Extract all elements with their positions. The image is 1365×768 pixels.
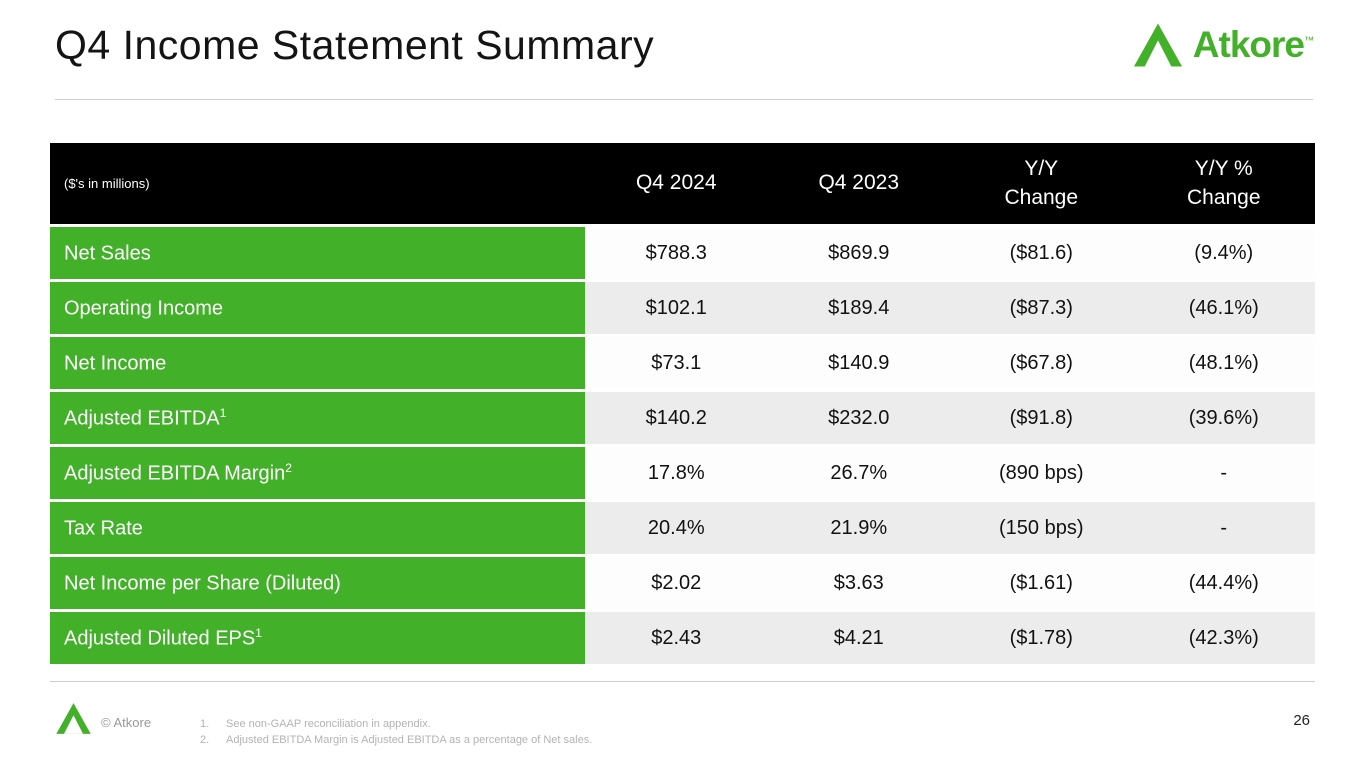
cell-q4-2023: $869.9 <box>767 227 950 279</box>
column-header-yy-pct-change: Y/Y % Change <box>1186 157 1261 209</box>
column-header-q4-2023: Q4 2023 <box>818 171 900 195</box>
page-number: 26 <box>1293 712 1310 729</box>
atkore-wordmark: Atkore™ <box>1192 24 1314 65</box>
cell-yy-pct-change: (48.1%) <box>1132 337 1315 389</box>
table-row-adjusted-diluted-eps: Adjusted Diluted EPS1 $2.43 $4.21 ($1.78… <box>50 612 1315 664</box>
row-label: Net Income per Share (Diluted) <box>50 557 585 609</box>
cell-yy-pct-change: (46.1%) <box>1132 282 1315 334</box>
table-row-net-sales: Net Sales $788.3 $869.9 ($81.6) (9.4%) <box>50 227 1315 279</box>
cell-yy-pct-change: (39.6%) <box>1132 392 1315 444</box>
table-row-adjusted-ebitda-margin: Adjusted EBITDA Margin2 17.8% 26.7% (890… <box>50 447 1315 499</box>
cell-q4-2023: $189.4 <box>767 282 950 334</box>
trademark-symbol: ™ <box>1304 35 1314 47</box>
row-label: Net Sales <box>50 227 585 279</box>
cell-yy-change: ($1.78) <box>950 612 1133 664</box>
row-label: Net Income <box>50 337 585 389</box>
cell-yy-change: ($67.8) <box>950 337 1133 389</box>
cell-yy-change: (150 bps) <box>950 502 1133 554</box>
cell-yy-change: ($1.61) <box>950 557 1133 609</box>
cell-q4-2024: $788.3 <box>585 227 768 279</box>
row-label: Adjusted EBITDA1 <box>50 392 585 444</box>
row-label: Tax Rate <box>50 502 585 554</box>
table-row-tax-rate: Tax Rate 20.4% 21.9% (150 bps) - <box>50 502 1315 554</box>
cell-q4-2023: 21.9% <box>767 502 950 554</box>
cell-yy-pct-change: (9.4%) <box>1132 227 1315 279</box>
cell-q4-2024: $102.1 <box>585 282 768 334</box>
table-row-operating-income: Operating Income $102.1 $189.4 ($87.3) (… <box>50 282 1315 334</box>
row-label: Adjusted EBITDA Margin2 <box>50 447 585 499</box>
footnote-1: 1. See non-GAAP reconciliation in append… <box>200 717 592 733</box>
footer-divider <box>50 681 1315 682</box>
cell-yy-change: ($87.3) <box>950 282 1133 334</box>
cell-yy-change: (890 bps) <box>950 447 1133 499</box>
copyright-text: © Atkore <box>101 715 152 730</box>
cell-q4-2023: $3.63 <box>767 557 950 609</box>
cell-yy-change: ($91.8) <box>950 392 1133 444</box>
footnotes: 1. See non-GAAP reconciliation in append… <box>200 717 592 749</box>
table-row-net-income-per-share: Net Income per Share (Diluted) $2.02 $3.… <box>50 557 1315 609</box>
cell-q4-2023: $4.21 <box>767 612 950 664</box>
table-header-row: ($'s in millions) Q4 2024 Q4 2023 Y/Y Ch… <box>50 143 1315 224</box>
table-row-net-income: Net Income $73.1 $140.9 ($67.8) (48.1%) <box>50 337 1315 389</box>
footnote-text: Adjusted EBITDA Margin is Adjusted EBITD… <box>226 733 593 746</box>
cell-q4-2023: 26.7% <box>767 447 950 499</box>
cell-yy-pct-change: - <box>1132 502 1315 554</box>
footer-atkore-triangle-icon <box>55 702 92 735</box>
atkore-logo: Atkore™ <box>1132 22 1314 68</box>
footnote-number: 1. <box>200 718 210 730</box>
cell-q4-2024: $140.2 <box>585 392 768 444</box>
cell-q4-2024: $73.1 <box>585 337 768 389</box>
cell-q4-2024: $2.02 <box>585 557 768 609</box>
row-label: Adjusted Diluted EPS1 <box>50 612 585 664</box>
column-header-q4-2024: Q4 2024 <box>635 171 717 195</box>
row-label: Operating Income <box>50 282 585 334</box>
footnote-text: See non-GAAP reconciliation in appendix. <box>226 718 431 730</box>
cell-yy-pct-change: - <box>1132 447 1315 499</box>
footnote-2: 2. Adjusted EBITDA Margin is Adjusted EB… <box>200 733 592 749</box>
cell-q4-2024: 17.8% <box>585 447 768 499</box>
cell-q4-2023: $140.9 <box>767 337 950 389</box>
title-divider <box>55 99 1313 100</box>
cell-yy-pct-change: (42.3%) <box>1132 612 1315 664</box>
cell-q4-2024: $2.43 <box>585 612 768 664</box>
page-title: Q4 Income Statement Summary <box>55 22 655 68</box>
column-header-yy-change: Y/Y Change <box>1004 157 1079 209</box>
units-note: ($'s in millions) <box>64 176 150 191</box>
cell-yy-change: ($81.6) <box>950 227 1133 279</box>
cell-q4-2023: $232.0 <box>767 392 950 444</box>
footnote-number: 2. <box>200 733 210 746</box>
table-row-adjusted-ebitda: Adjusted EBITDA1 $140.2 $232.0 ($91.8) (… <box>50 392 1315 444</box>
income-statement-table: ($'s in millions) Q4 2024 Q4 2023 Y/Y Ch… <box>50 143 1315 664</box>
atkore-triangle-icon <box>1132 22 1184 68</box>
cell-yy-pct-change: (44.4%) <box>1132 557 1315 609</box>
cell-q4-2024: 20.4% <box>585 502 768 554</box>
